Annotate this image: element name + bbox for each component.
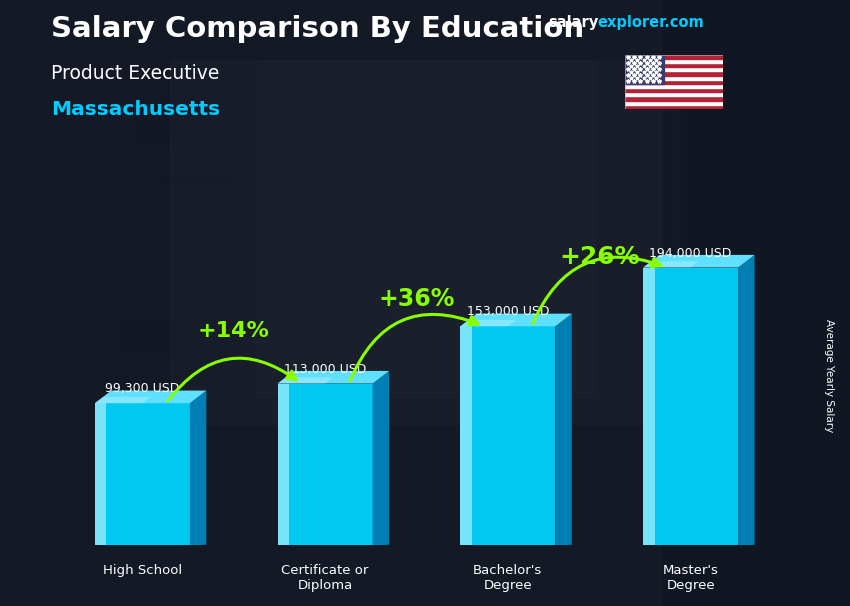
Text: Bachelor's
Degree: Bachelor's Degree <box>473 564 542 592</box>
Bar <box>625 84 722 88</box>
Bar <box>133 0 227 95</box>
Bar <box>170 61 680 424</box>
Bar <box>625 59 722 63</box>
Text: Average Yearly Salary: Average Yearly Salary <box>824 319 834 432</box>
Bar <box>625 76 722 80</box>
Text: salary: salary <box>548 15 598 30</box>
Bar <box>625 67 722 72</box>
Bar <box>625 96 722 101</box>
Bar <box>269 198 395 275</box>
Polygon shape <box>95 390 207 403</box>
Bar <box>89 301 212 442</box>
Text: Massachusetts: Massachusetts <box>51 100 220 119</box>
Polygon shape <box>643 267 738 545</box>
Bar <box>625 105 722 109</box>
Polygon shape <box>643 255 755 267</box>
Text: Product Executive: Product Executive <box>51 64 219 82</box>
Text: explorer.com: explorer.com <box>598 15 705 30</box>
Bar <box>94 55 239 177</box>
Bar <box>246 0 377 100</box>
Text: Master's
Degree: Master's Degree <box>663 564 718 592</box>
Bar <box>134 79 286 162</box>
Bar <box>23 47 148 141</box>
Polygon shape <box>372 371 389 545</box>
Bar <box>625 101 722 105</box>
Text: 113,000 USD: 113,000 USD <box>284 362 366 376</box>
Polygon shape <box>643 261 699 267</box>
Polygon shape <box>738 255 755 545</box>
Bar <box>116 184 265 321</box>
Text: Salary Comparison By Education: Salary Comparison By Education <box>51 15 584 43</box>
Bar <box>221 262 286 373</box>
Polygon shape <box>95 397 150 403</box>
Text: +26%: +26% <box>559 245 639 269</box>
Text: 99,300 USD: 99,300 USD <box>105 382 179 395</box>
Polygon shape <box>461 326 472 545</box>
Text: +36%: +36% <box>378 287 455 311</box>
Bar <box>663 0 850 606</box>
Bar <box>58 130 173 226</box>
Text: 153,000 USD: 153,000 USD <box>467 305 549 318</box>
Bar <box>625 80 722 84</box>
Text: +14%: +14% <box>198 321 269 341</box>
Bar <box>109 13 172 89</box>
Bar <box>241 0 363 48</box>
Bar <box>625 55 664 84</box>
Bar <box>255 61 595 394</box>
Polygon shape <box>95 403 106 545</box>
Bar <box>625 88 722 92</box>
Polygon shape <box>555 314 572 545</box>
Bar <box>131 411 218 493</box>
Polygon shape <box>278 384 289 545</box>
Bar <box>54 235 144 367</box>
Bar <box>65 185 204 299</box>
Bar <box>625 92 722 96</box>
Text: 194,000 USD: 194,000 USD <box>649 247 732 259</box>
Bar <box>625 55 722 59</box>
Polygon shape <box>278 378 333 384</box>
Polygon shape <box>95 403 190 545</box>
Bar <box>267 73 394 158</box>
Text: Certificate or
Diploma: Certificate or Diploma <box>281 564 369 592</box>
Bar <box>116 344 219 402</box>
Bar <box>207 166 302 239</box>
Bar <box>625 63 722 67</box>
Polygon shape <box>278 384 372 545</box>
Polygon shape <box>461 314 572 326</box>
Polygon shape <box>278 371 389 384</box>
Text: High School: High School <box>103 564 182 578</box>
Bar <box>269 0 333 80</box>
Bar <box>263 435 407 571</box>
Polygon shape <box>461 326 555 545</box>
Polygon shape <box>643 267 654 545</box>
Polygon shape <box>190 390 207 545</box>
Bar <box>625 72 722 76</box>
Polygon shape <box>461 320 516 326</box>
